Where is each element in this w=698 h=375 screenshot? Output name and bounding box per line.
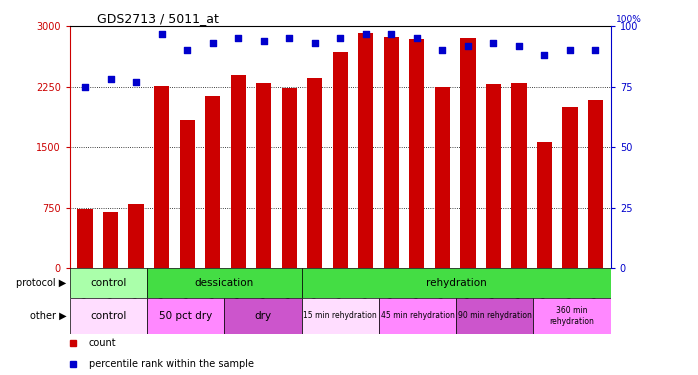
Bar xyxy=(70,268,147,298)
Bar xyxy=(205,96,221,268)
Bar xyxy=(224,298,302,334)
Bar xyxy=(333,52,348,268)
Point xyxy=(283,35,295,41)
Bar xyxy=(281,87,297,268)
Bar xyxy=(460,38,475,268)
Text: dry: dry xyxy=(255,311,272,321)
Bar xyxy=(154,86,170,268)
Bar xyxy=(307,78,322,268)
Bar xyxy=(103,213,118,268)
Text: 90 min rehydration: 90 min rehydration xyxy=(458,311,532,320)
Text: control: control xyxy=(90,278,126,288)
Bar xyxy=(486,84,501,268)
Bar xyxy=(409,39,424,268)
Point xyxy=(590,47,601,53)
Point xyxy=(462,43,473,49)
Point xyxy=(232,35,244,41)
Bar xyxy=(302,298,379,334)
Text: 45 min rehydration: 45 min rehydration xyxy=(380,311,454,320)
Text: count: count xyxy=(89,338,117,348)
Point xyxy=(131,79,142,85)
Text: 100%: 100% xyxy=(616,15,642,24)
Text: 15 min rehydration: 15 min rehydration xyxy=(304,311,377,320)
Point xyxy=(513,43,524,49)
Point xyxy=(156,30,168,36)
Point xyxy=(565,47,576,53)
Point xyxy=(105,76,116,82)
Point xyxy=(360,30,371,36)
Point xyxy=(207,40,218,46)
Bar xyxy=(588,100,603,268)
Text: protocol ▶: protocol ▶ xyxy=(16,278,66,288)
Text: 50 pct dry: 50 pct dry xyxy=(159,311,212,321)
Bar xyxy=(70,298,147,334)
Text: other ▶: other ▶ xyxy=(30,311,66,321)
Point xyxy=(411,35,422,41)
Text: GDS2713 / 5011_at: GDS2713 / 5011_at xyxy=(97,12,218,25)
Point xyxy=(309,40,320,46)
Bar xyxy=(384,37,399,268)
Point xyxy=(80,84,91,90)
Bar xyxy=(77,209,93,268)
Bar xyxy=(358,33,373,268)
Point xyxy=(386,30,397,36)
Bar xyxy=(537,142,552,268)
Bar xyxy=(179,120,195,268)
Point xyxy=(488,40,499,46)
Text: dessication: dessication xyxy=(195,278,254,288)
Point xyxy=(437,47,448,53)
Bar xyxy=(147,268,302,298)
Point xyxy=(258,38,269,44)
Point xyxy=(539,52,550,58)
Bar xyxy=(147,298,224,334)
Point xyxy=(181,47,193,53)
Bar xyxy=(256,83,272,268)
Bar xyxy=(128,204,144,268)
Text: percentile rank within the sample: percentile rank within the sample xyxy=(89,359,253,369)
Text: 360 min
rehydration: 360 min rehydration xyxy=(549,306,595,326)
Bar xyxy=(533,298,611,334)
Bar xyxy=(435,87,450,268)
Bar xyxy=(456,298,533,334)
Text: control: control xyxy=(90,311,126,321)
Bar xyxy=(230,75,246,268)
Bar xyxy=(379,298,456,334)
Point xyxy=(334,35,346,41)
Text: rehydration: rehydration xyxy=(426,278,487,288)
Bar xyxy=(302,268,611,298)
Bar xyxy=(511,83,526,268)
Bar xyxy=(563,107,577,268)
